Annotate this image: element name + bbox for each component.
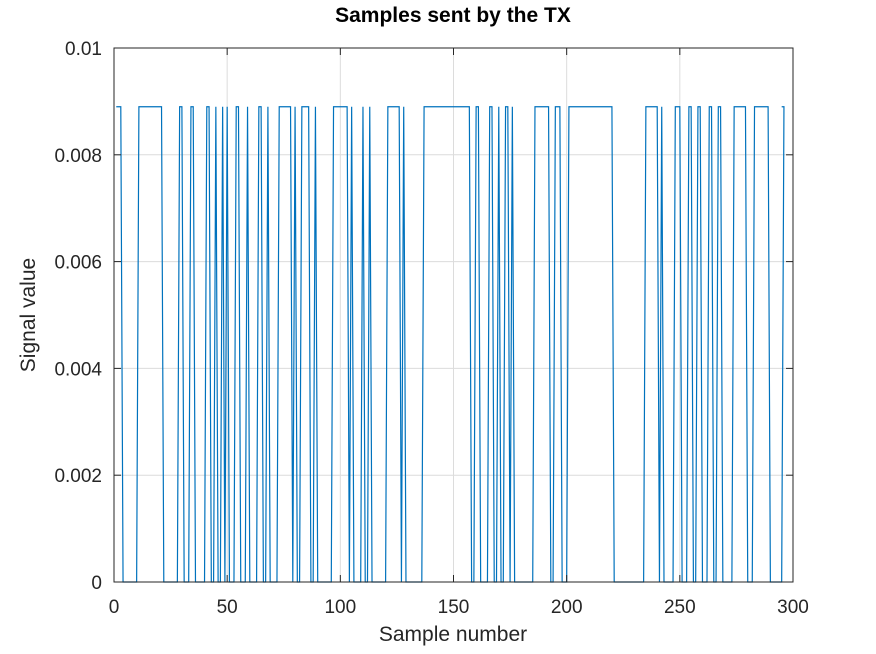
x-tick-label: 0 [109,597,120,618]
y-tick-label: 0.004 [54,359,102,380]
x-tick-label: 200 [551,597,583,618]
x-tick-label: 50 [217,597,238,618]
y-tick-labels: 0 0.002 0.004 0.006 0.008 0.01 [54,39,102,594]
y-axis-label: Signal value [17,258,40,372]
y-tick-label: 0.008 [54,146,102,167]
x-tick-labels: 0 50 100 150 200 250 300 [109,597,809,618]
x-tick-label: 300 [777,597,809,618]
y-tick-label: 0.002 [54,466,102,487]
y-tick-label: 0.01 [65,39,102,60]
tick-marks [113,47,794,583]
series-group [116,106,785,583]
chart-title: Samples sent by the TX [335,4,571,27]
x-axis-label: Sample number [379,623,527,646]
series-line [116,106,785,583]
x-tick-label: 150 [438,597,470,618]
x-tick-label: 250 [664,597,696,618]
y-tick-label: 0 [91,573,102,594]
y-tick-label: 0.006 [54,253,102,274]
x-tick-label: 100 [324,597,356,618]
